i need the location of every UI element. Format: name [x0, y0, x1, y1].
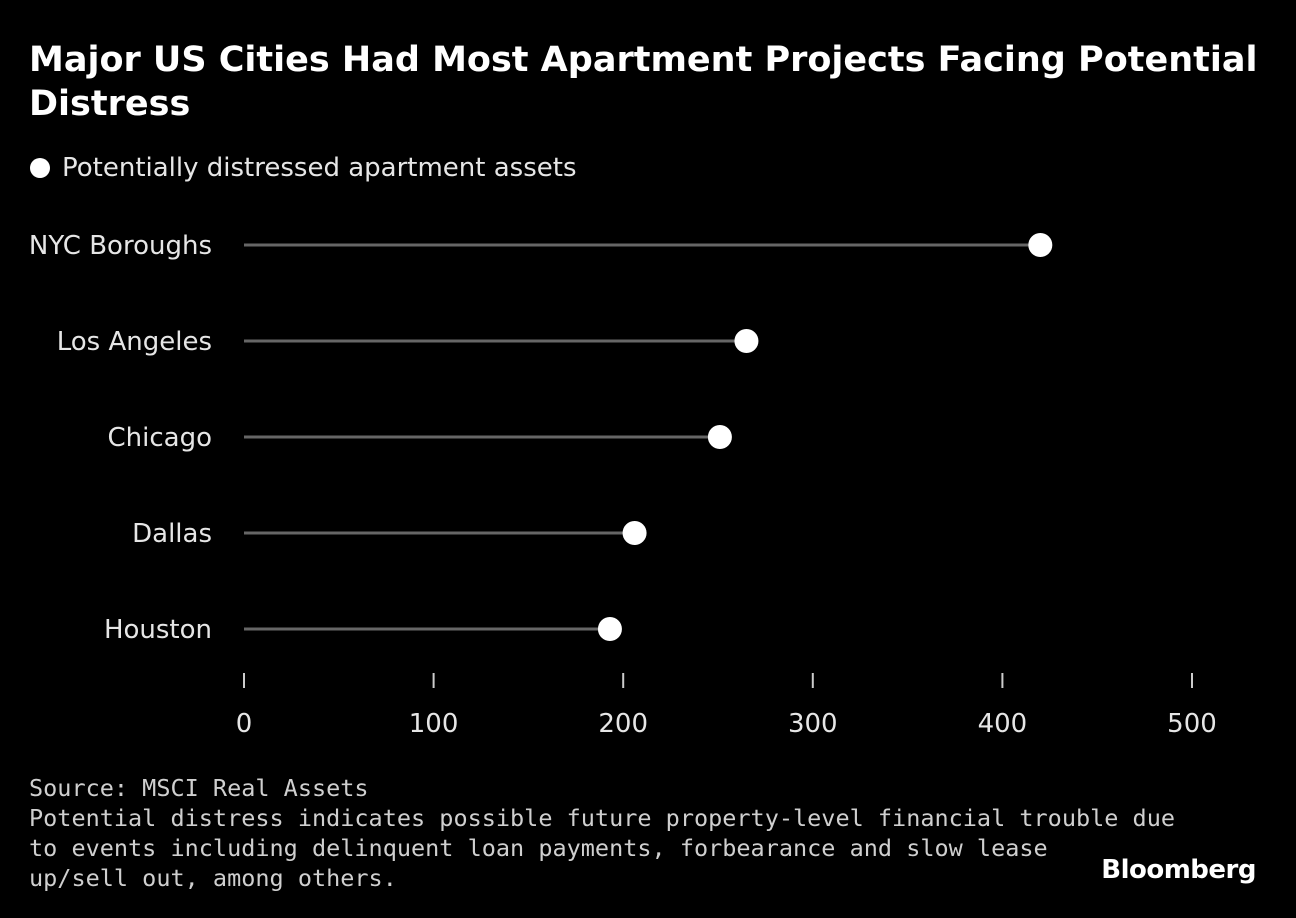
lollipop-dot: [1028, 233, 1053, 257]
footnote-line: up/sell out, among others.: [29, 864, 397, 892]
bloomberg-logo: Bloomberg: [1101, 855, 1256, 885]
lollipop-chart: NYC Boroughs Los Angeles Chicago Dallas Hous…: [29, 231, 1217, 739]
category-label: NYC Boroughs: [29, 231, 212, 261]
lollipop-dot: [707, 425, 732, 449]
legend: Potentially distressed apartment assets: [30, 150, 577, 186]
x-tick-label: 0: [236, 709, 253, 739]
x-tick-label: 200: [598, 709, 648, 739]
category-label: Los Angeles: [57, 327, 212, 357]
category-label: Houston: [104, 615, 212, 645]
lollipop-dot: [622, 521, 647, 545]
legend-dot-icon: [30, 158, 50, 178]
chart-title: Major US Cities Had Most Apartment Proje…: [29, 40, 1258, 124]
category-label: Chicago: [108, 423, 213, 453]
footer: Source: MSCI Real Assets Potential distr…: [29, 773, 1176, 893]
lollipop-dot: [734, 329, 759, 353]
x-tick-label: 300: [788, 709, 838, 739]
legend-label: Potentially distressed apartment assets: [62, 153, 577, 183]
lollipop-dot: [597, 617, 622, 641]
x-tick-label: 100: [409, 709, 459, 739]
source-note: Source: MSCI Real Assets: [29, 774, 369, 802]
x-tick-label: 400: [978, 709, 1028, 739]
category-label: Dallas: [132, 519, 212, 549]
footnote-line: to events including delinquent loan paym…: [29, 834, 1048, 862]
footnote-line: Potential distress indicates possible fu…: [29, 804, 1176, 832]
x-tick-label: 500: [1167, 709, 1217, 739]
